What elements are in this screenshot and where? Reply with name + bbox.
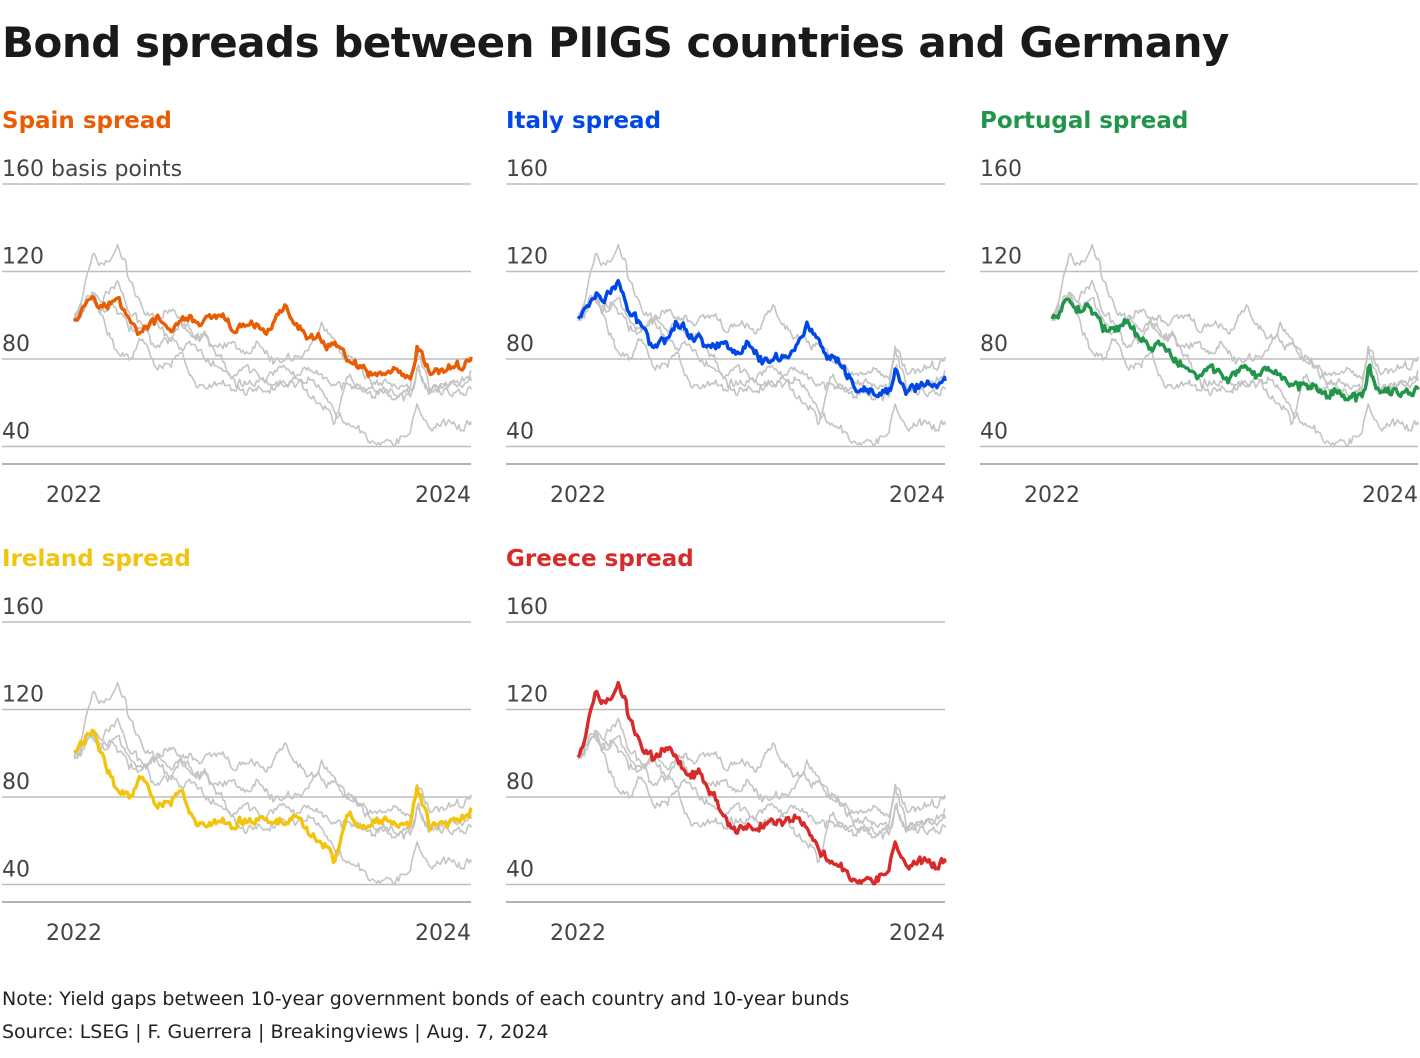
y-tick-label: 80 [980, 332, 1008, 357]
chart-title: Bond spreads between PIIGS countries and… [2, 18, 1229, 67]
context-series-line [73, 681, 472, 885]
y-tick-label: 120 [980, 245, 1022, 270]
x-tick-label: 2024 [1362, 483, 1418, 508]
y-tick-label: 120 [506, 245, 548, 270]
chart-note: Note: Yield gaps between 10-year governm… [2, 988, 850, 1010]
context-series-line [1051, 279, 1419, 398]
series-line [1050, 297, 1420, 403]
context-series-line [577, 291, 946, 426]
context-series-line [73, 243, 472, 447]
series-line [72, 295, 473, 381]
panel-title: Italy spread [506, 108, 662, 134]
chart-source: Source: LSEG | F. Guerrera | Breakingvie… [2, 1021, 549, 1043]
y-tick-label: 80 [2, 332, 30, 357]
context-series-line [73, 717, 472, 836]
context-series-line [577, 298, 946, 402]
y-tick-label: 40 [2, 858, 30, 883]
context-series-line [73, 733, 472, 818]
x-tick-label: 2022 [550, 483, 606, 508]
context-series-line [577, 717, 946, 836]
y-tick-label: 160 basis points [2, 157, 182, 182]
small-multiple-panel: 40 80 120 160 2022 2024 [2, 595, 473, 946]
context-series-line [1051, 243, 1419, 447]
context-series-line [73, 736, 472, 840]
panel-title: Portugal spread [980, 108, 1189, 134]
context-series-line [577, 736, 946, 840]
panel-title: Greece spread [506, 546, 694, 572]
y-tick-label: 40 [506, 858, 534, 883]
y-tick-label: 160 [506, 595, 548, 620]
small-multiple-panel: 40 80 120 160 2022 2024 [980, 157, 1420, 508]
context-series-line [73, 291, 472, 426]
context-series-line [73, 298, 472, 402]
series-line [576, 278, 947, 399]
context-series-line [1051, 291, 1419, 426]
y-tick-label: 120 [2, 245, 44, 270]
y-tick-label: 80 [506, 770, 534, 795]
x-tick-label: 2024 [889, 483, 945, 508]
small-multiple-panel: 40 80 120 160 basis points 2022 2024 [2, 157, 473, 508]
panel-title: Ireland spread [2, 546, 191, 572]
panel-title: Spain spread [2, 108, 172, 134]
x-tick-label: 2022 [1024, 483, 1080, 508]
x-tick-label: 2024 [415, 921, 471, 946]
y-tick-label: 160 [506, 157, 548, 182]
y-tick-label: 160 [2, 595, 44, 620]
context-series-line [1051, 295, 1419, 380]
x-tick-label: 2022 [46, 483, 102, 508]
series-line [576, 680, 947, 886]
context-series-line [577, 733, 946, 818]
context-series-line [577, 295, 946, 380]
y-tick-label: 40 [2, 420, 30, 445]
y-tick-label: 120 [506, 683, 548, 708]
context-series-line [73, 279, 472, 398]
y-tick-label: 40 [506, 420, 534, 445]
small-multiple-panel: 40 80 120 160 2022 2024 [506, 157, 947, 508]
small-multiple-panel: 40 80 120 160 2022 2024 [506, 595, 947, 946]
x-tick-label: 2022 [46, 921, 102, 946]
context-series-line [577, 243, 946, 447]
series-line [72, 728, 473, 865]
y-tick-label: 80 [506, 332, 534, 357]
y-tick-label: 120 [2, 683, 44, 708]
x-tick-label: 2024 [415, 483, 471, 508]
y-tick-label: 160 [980, 157, 1022, 182]
y-tick-label: 40 [980, 420, 1008, 445]
x-tick-label: 2022 [550, 921, 606, 946]
x-tick-label: 2024 [889, 921, 945, 946]
y-tick-label: 80 [2, 770, 30, 795]
